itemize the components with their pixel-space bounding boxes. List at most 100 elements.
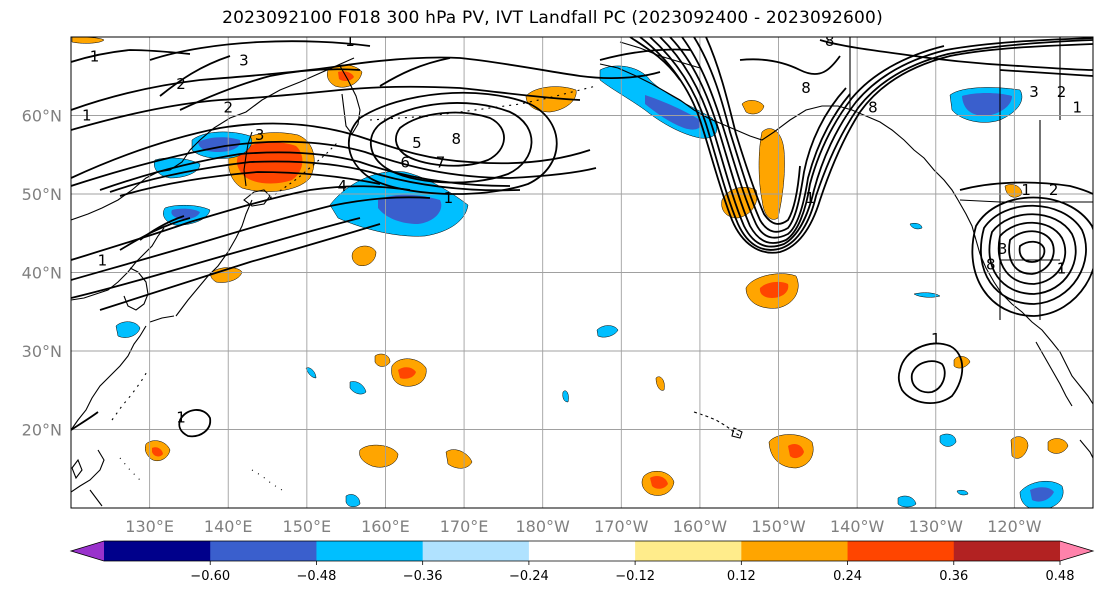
colorbar-segment (104, 541, 211, 561)
colorbar-tick-label: 0.48 (1046, 569, 1075, 584)
contour-label: 1 (176, 409, 186, 427)
negative-anomaly-region (305, 367, 317, 379)
pv-contour (959, 181, 1093, 195)
colorbar-outline (69, 540, 1095, 562)
china-coastline (71, 449, 105, 493)
pv-contour (971, 196, 1093, 317)
positive-anomaly-region (525, 86, 577, 113)
contour-label: 8 (986, 256, 996, 274)
colorbar-segment (953, 541, 1061, 561)
pv-contour (71, 411, 99, 431)
pv-contour (1018, 240, 1046, 263)
negative-anomaly-core (645, 95, 702, 130)
latitude-tick-label: 60°N (22, 107, 62, 126)
longitude-tick-label: 170°W (594, 517, 649, 536)
map-title: 2023092100 F018 300 hPa PV, IVT Landfall… (222, 8, 883, 28)
pv-contour (71, 185, 411, 261)
longitude-tick-label: 160°W (673, 517, 728, 536)
asia-coastline (71, 57, 355, 221)
contour-label: 8 (801, 79, 811, 97)
contour-label: 4 (337, 177, 347, 195)
latitude-tick-label: 50°N (22, 185, 62, 204)
positive-anomaly-core (398, 367, 416, 379)
latitude-labels: 20°N 30°N 40°N 50°N 60°N (22, 107, 62, 440)
pv-contour (997, 221, 1067, 285)
colorbar-tick-label: 0.36 (939, 569, 968, 584)
negative-anomaly-core (171, 208, 200, 220)
negative-anomaly-region (909, 222, 923, 230)
longitude-tick-label: 130°E (125, 517, 174, 536)
contour-label: 1 (931, 330, 941, 348)
longitude-tick-label: 150°W (751, 517, 806, 536)
contour-label: 6 (400, 154, 410, 172)
contour-label: 3 (1029, 83, 1039, 101)
positive-anomaly-core (650, 476, 668, 489)
pv-contour (681, 37, 851, 239)
positive-anomaly-core (759, 281, 789, 298)
longitude-tick-label: 170°E (440, 517, 489, 536)
negative-anomaly-core (1030, 487, 1054, 502)
contour-label: 5 (412, 134, 422, 152)
sakhalin-coastline (243, 131, 253, 187)
colorbar-tick-label: −0.36 (403, 569, 443, 584)
contour-label: 1 (805, 189, 815, 207)
contour-label: 1 (345, 32, 355, 50)
negative-anomaly-region (115, 321, 141, 338)
pv-contour (139, 215, 185, 241)
longitude-tick-label: 120°W (987, 517, 1042, 536)
pv-contour (119, 171, 381, 197)
aleutian-islands (369, 85, 597, 121)
gridlines (71, 37, 1093, 508)
contour-label: 1 (1073, 99, 1083, 117)
pv-contour (693, 37, 847, 233)
pv-contour (659, 37, 1093, 248)
philippines-coastline (89, 489, 103, 507)
contour-label: 1 (98, 252, 108, 270)
colorbar-segment (528, 541, 636, 561)
pv-contour (1008, 230, 1055, 275)
pv-contour (988, 213, 1077, 295)
china-coastline (71, 325, 147, 431)
negative-anomaly-region (562, 390, 569, 403)
longitude-tick-label: 180°W (516, 517, 571, 536)
contour-label: 2 (176, 75, 186, 93)
positive-anomaly-region (1010, 436, 1029, 459)
contour-label: 1 (90, 48, 100, 66)
pv-contour (629, 37, 681, 81)
mexico-coastline (1079, 439, 1093, 459)
latitude-tick-label: 30°N (22, 342, 62, 361)
longitude-tick-label: 140°E (204, 517, 253, 536)
contour-label: 2 (223, 99, 233, 117)
negative-anomaly-region (897, 495, 917, 508)
positive-anomaly-core (152, 447, 163, 457)
canada-border (959, 199, 1093, 203)
latitude-tick-label: 20°N (22, 421, 62, 440)
colorbar-extend-high (1060, 541, 1093, 561)
colorbar-segment (422, 541, 530, 561)
pv-contour (999, 69, 1093, 77)
contour-label: 3 (998, 240, 1008, 258)
contour-label: 7 (436, 154, 446, 172)
positive-anomaly-region (351, 245, 377, 266)
pv-contour (347, 91, 558, 195)
contour-label: 8 (451, 130, 461, 148)
pv-contour (705, 37, 801, 225)
pv-contour (159, 55, 231, 97)
contour-label: 2 (1057, 83, 1067, 101)
negative-anomaly-region (956, 489, 969, 496)
longitude-labels: 130°E 140°E 150°E 160°E 170°E 180°W 170°W 160°W… (125, 517, 1041, 536)
contour-label: 3 (255, 126, 265, 144)
taiwan-coastline (71, 458, 83, 480)
pv-contour (71, 217, 361, 299)
japan-coastline (149, 315, 175, 323)
negative-anomaly-core (378, 194, 442, 224)
longitude-tick-label: 150°E (283, 517, 332, 536)
asia-coastline (71, 227, 165, 301)
colorbar-tick-label: −0.48 (297, 569, 337, 584)
colorbar-segment (741, 541, 849, 561)
colorbar-tick-label: −0.12 (615, 569, 655, 584)
positive-anomaly-region (374, 353, 391, 367)
